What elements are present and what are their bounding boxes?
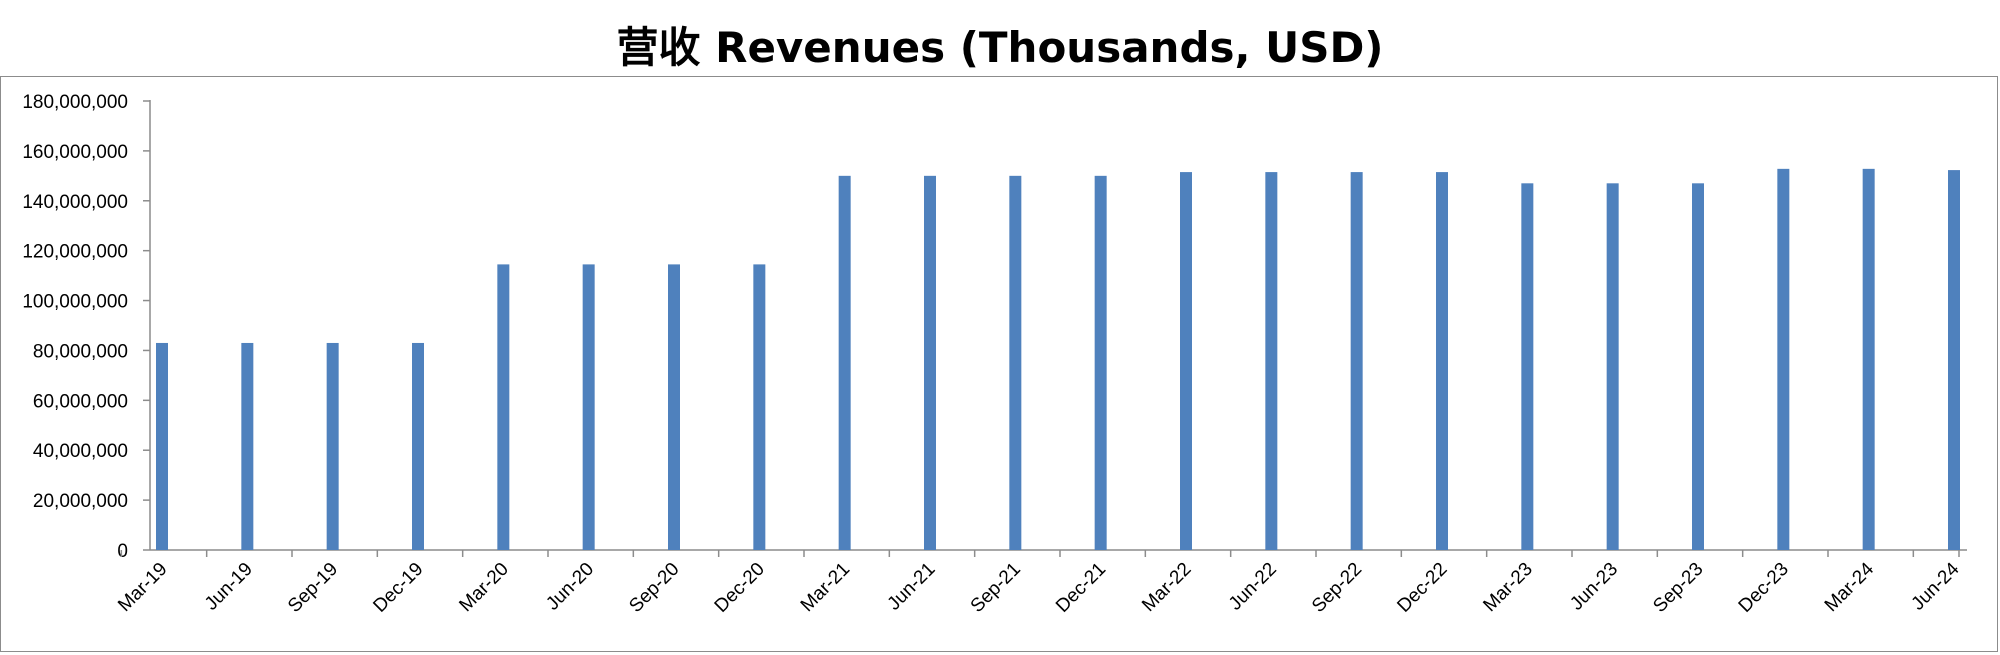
y-tick-label: 60,000,000 — [33, 391, 128, 412]
y-tick-label: 80,000,000 — [33, 341, 128, 362]
bar-dec-23 — [1777, 168, 1790, 551]
bar-dec-22 — [1436, 172, 1448, 550]
bar-jun-24 — [1948, 170, 1960, 550]
bar-jun-22 — [1265, 172, 1278, 550]
x-tick-label: Sep-22 — [1308, 559, 1366, 617]
bar-dec-21 — [1094, 175, 1107, 551]
bar-mar-22 — [1180, 172, 1192, 550]
x-tick-label: Jun-24 — [1908, 558, 1964, 614]
x-tick-label: Dec-23 — [1735, 559, 1793, 617]
y-tick-label: 100,000,000 — [22, 292, 128, 313]
x-tick-label: Dec-20 — [711, 559, 769, 617]
chart-title: 营收 Revenues (Thousands, USD) — [616, 23, 1384, 72]
x-tick-label: Mar-24 — [1821, 558, 1879, 616]
chart-frame — [0, 76, 1998, 652]
x-tick-label: Jun-23 — [1566, 559, 1622, 615]
bar-mar-20 — [497, 264, 510, 550]
x-tick-label: Dec-19 — [369, 559, 427, 617]
bar-sep-21 — [1009, 175, 1022, 551]
bar-dec-20 — [753, 264, 766, 550]
bar-jun-23 — [1606, 183, 1619, 551]
x-tick-label: Jun-20 — [542, 559, 598, 615]
y-tick-label: 0 — [117, 541, 128, 562]
y-tick-label: 20,000,000 — [33, 491, 128, 512]
bar-sep-23 — [1692, 183, 1704, 551]
x-tick-label: Jun-22 — [1225, 559, 1281, 615]
bar-sep-19 — [326, 342, 339, 550]
bar-jun-21 — [924, 175, 936, 551]
x-tick-label: Jun-19 — [201, 559, 257, 615]
bar-mar-19 — [156, 342, 168, 550]
x-tick-label: Mar-23 — [1479, 559, 1536, 616]
y-tick-label: 120,000,000 — [22, 242, 128, 263]
bar-sep-20 — [668, 264, 680, 550]
bar-jun-20 — [582, 264, 595, 550]
y-tick-label: 160,000,000 — [22, 142, 128, 163]
x-tick-label: Sep-21 — [967, 559, 1025, 617]
bar-mar-24 — [1862, 168, 1875, 551]
bar-sep-22 — [1350, 172, 1363, 550]
x-tick-label: Dec-22 — [1393, 559, 1451, 617]
bar-mar-23 — [1521, 183, 1534, 551]
x-tick-label: Mar-20 — [455, 559, 512, 616]
y-axis: 0 20,000,000 40,000,000 60,000,000 80,000,00… — [22, 92, 151, 562]
bar-series — [156, 168, 1960, 551]
x-axis: Mar-19 Jun-19 Sep-19 Dec-19 Mar-20 Jun-20 Sep-… — [114, 549, 1967, 617]
x-tick-label: Jun-21 — [884, 559, 940, 615]
y-tick-label: 140,000,000 — [22, 192, 128, 213]
x-tick-label: Mar-22 — [1138, 559, 1195, 616]
x-tick-label: Mar-19 — [114, 559, 171, 616]
y-tick-label: 40,000,000 — [33, 441, 128, 462]
bar-jun-19 — [241, 342, 254, 550]
bar-mar-21 — [838, 175, 851, 551]
x-tick-label: Sep-19 — [284, 559, 342, 617]
x-tick-label: Dec-21 — [1052, 559, 1110, 617]
y-tick-label: 180,000,000 — [22, 92, 128, 113]
x-tick-label: Sep-20 — [625, 559, 683, 617]
x-tick-label: Sep-23 — [1649, 559, 1707, 617]
x-tick-label: Mar-21 — [797, 559, 854, 616]
bar-dec-19 — [412, 342, 424, 550]
